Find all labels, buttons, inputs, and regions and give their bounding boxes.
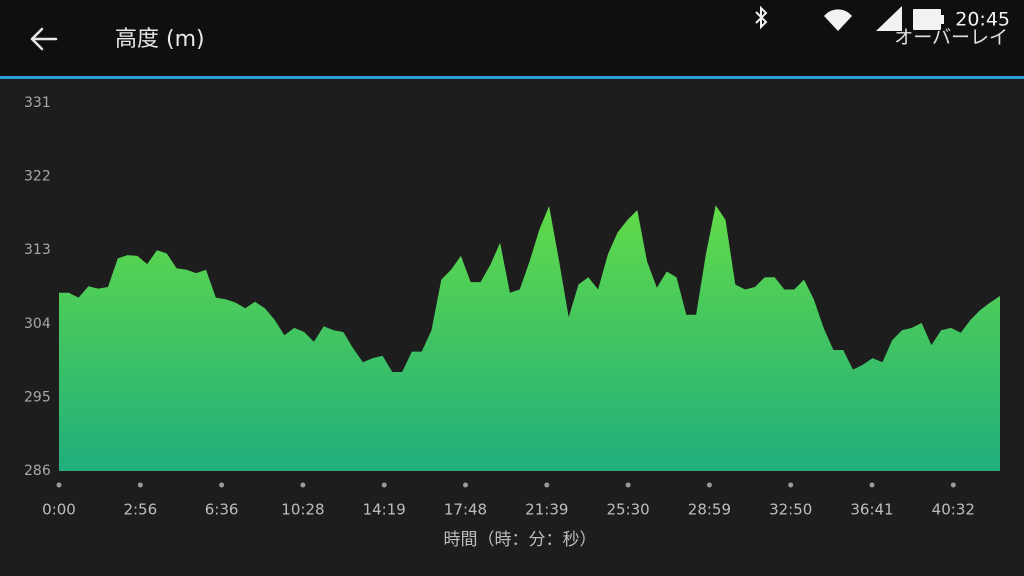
app-bar-divider	[0, 76, 1024, 79]
y-tick-label: 304	[24, 316, 51, 332]
x-tick-dot	[706, 482, 712, 488]
x-tick-dot	[869, 482, 875, 488]
x-tick-label: 21:39	[525, 501, 568, 519]
x-tick-label: 32:50	[769, 501, 812, 519]
x-tick-dot	[625, 482, 631, 488]
bluetooth-icon	[755, 5, 768, 30]
x-tick-label: 0:00	[42, 501, 76, 519]
app-bar	[0, 0, 1024, 78]
y-tick-label: 295	[24, 389, 51, 405]
y-tick-label: 286	[24, 463, 51, 479]
wifi-icon	[824, 9, 852, 32]
battery-tip	[941, 15, 944, 24]
x-tick-label: 25:30	[606, 501, 649, 519]
x-tick-label: 17:48	[444, 501, 487, 519]
back-button[interactable]	[30, 27, 58, 51]
page-title: 高度 (m)	[115, 27, 205, 52]
x-tick-label: 10:28	[281, 501, 324, 519]
y-tick-label: 322	[24, 169, 51, 185]
x-tick-label: 14:19	[363, 501, 406, 519]
battery-icon	[913, 9, 941, 30]
x-tick-dot	[300, 482, 306, 488]
signal-icon	[876, 6, 902, 31]
y-tick-label: 331	[24, 95, 51, 111]
x-tick-label: 2:56	[123, 501, 157, 519]
x-tick-label: 36:41	[850, 501, 893, 519]
x-axis-title: 時間（時：分：秒）	[444, 530, 597, 550]
elevation-area	[59, 205, 1000, 471]
x-tick-dot	[219, 482, 225, 488]
y-tick-label: 313	[24, 242, 51, 258]
x-tick-dot	[137, 482, 143, 488]
status-icons	[755, 5, 944, 32]
overlay-button[interactable]: オーバーレイ	[894, 27, 1008, 49]
status-time: 20:45	[955, 9, 1010, 31]
x-tick-dot	[544, 482, 550, 488]
x-tick-dot	[950, 482, 956, 488]
x-tick-dot	[381, 482, 387, 488]
x-tick-dot	[463, 482, 468, 488]
x-tick-label: 28:59	[688, 501, 731, 519]
x-tick-label: 6:36	[205, 501, 239, 519]
x-tick-dot	[788, 482, 794, 488]
x-tick-label: 40:32	[932, 501, 975, 519]
back-arrow	[30, 27, 58, 51]
x-tick-dot	[56, 482, 62, 488]
